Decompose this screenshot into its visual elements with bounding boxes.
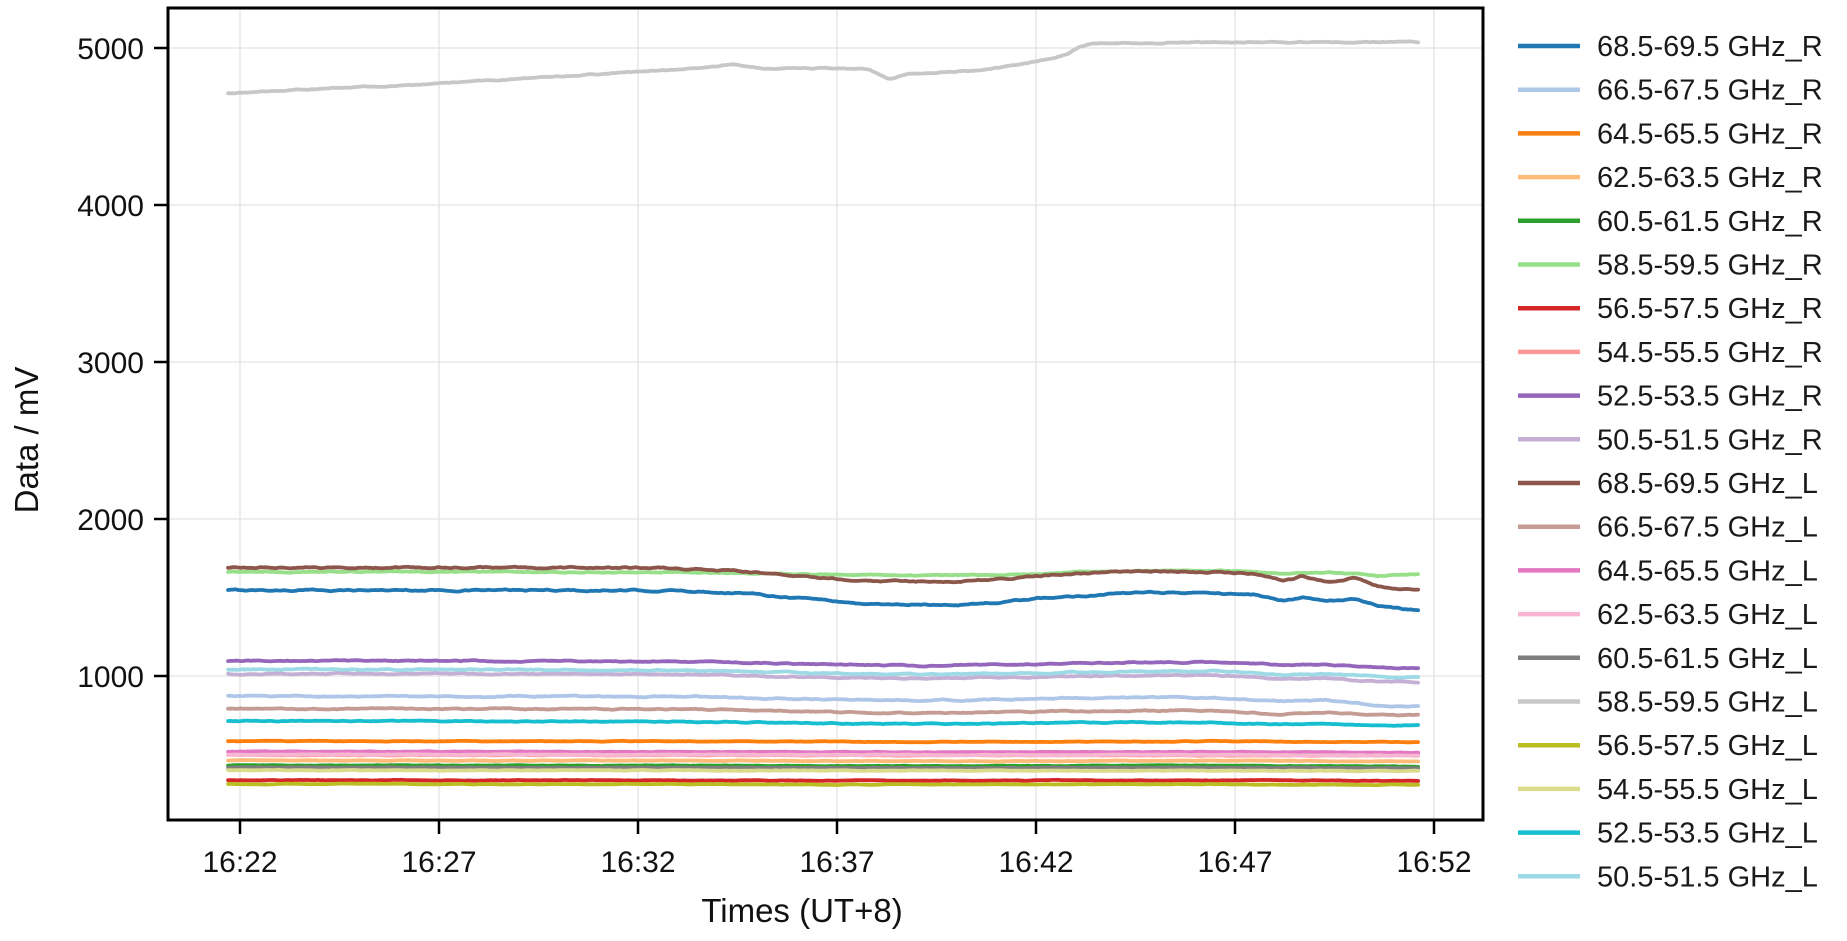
series-line-52.5-53.5 GHz_R	[226, 658, 1420, 671]
legend-label: 52.5-53.5 GHz_L	[1597, 818, 1818, 850]
series-line-58.5-59.5 GHz_L	[226, 39, 1420, 96]
series-line-66.5-67.5 GHz_L	[226, 706, 1420, 718]
series-line-66.5-67.5 GHz_R	[226, 693, 1420, 709]
legend-label: 52.5-53.5 GHz_R	[1597, 381, 1823, 413]
y-tick-label: 4000	[77, 190, 144, 223]
series-line-62.5-63.5 GHz_L	[226, 752, 1420, 758]
legend-item: 56.5-57.5 GHz_L	[1518, 730, 1818, 762]
series-line-56.5-57.5 GHz_L	[226, 781, 1420, 788]
y-tick-labels: 1000 2000 3000 4000 5000	[77, 33, 144, 694]
legend-item: 68.5-69.5 GHz_R	[1518, 31, 1823, 63]
legend-label: 68.5-69.5 GHz_R	[1597, 31, 1823, 63]
legend-label: 62.5-63.5 GHz_R	[1597, 162, 1823, 194]
series-line-60.5-61.5 GHz_L	[226, 765, 1420, 771]
y-tick-label: 5000	[77, 33, 144, 66]
legend-item: 52.5-53.5 GHz_L	[1518, 818, 1818, 850]
legend-label: 54.5-55.5 GHz_R	[1597, 337, 1823, 369]
axis-ticks	[154, 46, 1436, 834]
x-tick-label: 16:42	[998, 846, 1073, 879]
legend-item: 60.5-61.5 GHz_L	[1518, 643, 1818, 675]
legend-item: 64.5-65.5 GHz_R	[1518, 118, 1823, 150]
series-line-68.5-69.5 GHz_R	[226, 587, 1420, 613]
legend-item: 58.5-59.5 GHz_L	[1518, 687, 1818, 719]
plot-frame	[166, 6, 1485, 822]
legend-item: 52.5-53.5 GHz_R	[1518, 381, 1823, 413]
y-tick-label: 1000	[77, 661, 144, 694]
legend-label: 62.5-63.5 GHz_L	[1597, 599, 1818, 631]
legend-item: 66.5-67.5 GHz_L	[1518, 512, 1818, 544]
legend-item: 62.5-63.5 GHz_L	[1518, 599, 1818, 631]
series-line-56.5-57.5 GHz_R	[226, 777, 1420, 783]
x-tick-label: 16:27	[401, 846, 476, 879]
legend-label: 64.5-65.5 GHz_R	[1597, 118, 1823, 150]
legend-item: 54.5-55.5 GHz_L	[1518, 774, 1818, 806]
series-line-50.5-51.5 GHz_R	[226, 670, 1420, 685]
legend-item: 58.5-59.5 GHz_R	[1518, 250, 1823, 282]
y-tick-label: 2000	[77, 504, 144, 537]
legend-item: 60.5-61.5 GHz_R	[1518, 206, 1823, 238]
y-axis-label: Data / mV	[8, 367, 45, 514]
legend-label: 60.5-61.5 GHz_L	[1597, 643, 1818, 675]
x-tick-label: 16:37	[799, 846, 874, 879]
legend-label: 66.5-67.5 GHz_R	[1597, 75, 1823, 107]
legend-item: 54.5-55.5 GHz_R	[1518, 337, 1823, 369]
legend: 68.5-69.5 GHz_R 66.5-67.5 GHz_R 64.5-65.5 …	[1518, 31, 1823, 893]
legend-item: 68.5-69.5 GHz_L	[1518, 468, 1818, 500]
series-line-54.5-55.5 GHz_L	[226, 767, 1420, 774]
x-tick-label: 16:47	[1197, 846, 1272, 879]
data-series	[226, 39, 1420, 788]
legend-label: 58.5-59.5 GHz_R	[1597, 250, 1823, 282]
legend-label: 68.5-69.5 GHz_L	[1597, 468, 1818, 500]
legend-item: 66.5-67.5 GHz_R	[1518, 75, 1823, 107]
legend-item: 64.5-65.5 GHz_L	[1518, 555, 1818, 587]
series-line-64.5-65.5 GHz_R	[226, 738, 1420, 745]
x-tick-labels: 16:22 16:27 16:32 16:37 16:42 16:47 16:52	[202, 846, 1471, 879]
legend-label: 50.5-51.5 GHz_R	[1597, 424, 1823, 456]
legend-label: 56.5-57.5 GHz_L	[1597, 730, 1818, 762]
y-tick-label: 3000	[77, 347, 144, 380]
legend-label: 66.5-67.5 GHz_L	[1597, 512, 1818, 544]
series-line-52.5-53.5 GHz_L	[226, 718, 1420, 728]
legend-item: 50.5-51.5 GHz_L	[1518, 861, 1818, 893]
legend-label: 60.5-61.5 GHz_R	[1597, 206, 1823, 238]
x-tick-label: 16:22	[202, 846, 277, 879]
legend-label: 54.5-55.5 GHz_L	[1597, 774, 1818, 806]
series-line-50.5-51.5 GHz_L	[226, 666, 1420, 680]
legend-label: 56.5-57.5 GHz_R	[1597, 293, 1823, 325]
legend-item: 56.5-57.5 GHz_R	[1518, 293, 1823, 325]
series-line-62.5-63.5 GHz_R	[226, 758, 1420, 764]
x-tick-label: 16:52	[1396, 846, 1471, 879]
x-tick-label: 16:32	[600, 846, 675, 879]
legend-label: 58.5-59.5 GHz_L	[1597, 687, 1818, 719]
legend-item: 62.5-63.5 GHz_R	[1518, 162, 1823, 194]
legend-label: 64.5-65.5 GHz_L	[1597, 555, 1818, 587]
legend-item: 50.5-51.5 GHz_R	[1518, 424, 1823, 456]
series-line-64.5-65.5 GHz_L	[226, 749, 1420, 755]
gridlines	[168, 8, 1483, 820]
legend-label: 50.5-51.5 GHz_L	[1597, 861, 1818, 893]
series-line-68.5-69.5 GHz_L	[226, 564, 1420, 592]
x-axis-label: Times (UT+8)	[701, 892, 902, 929]
